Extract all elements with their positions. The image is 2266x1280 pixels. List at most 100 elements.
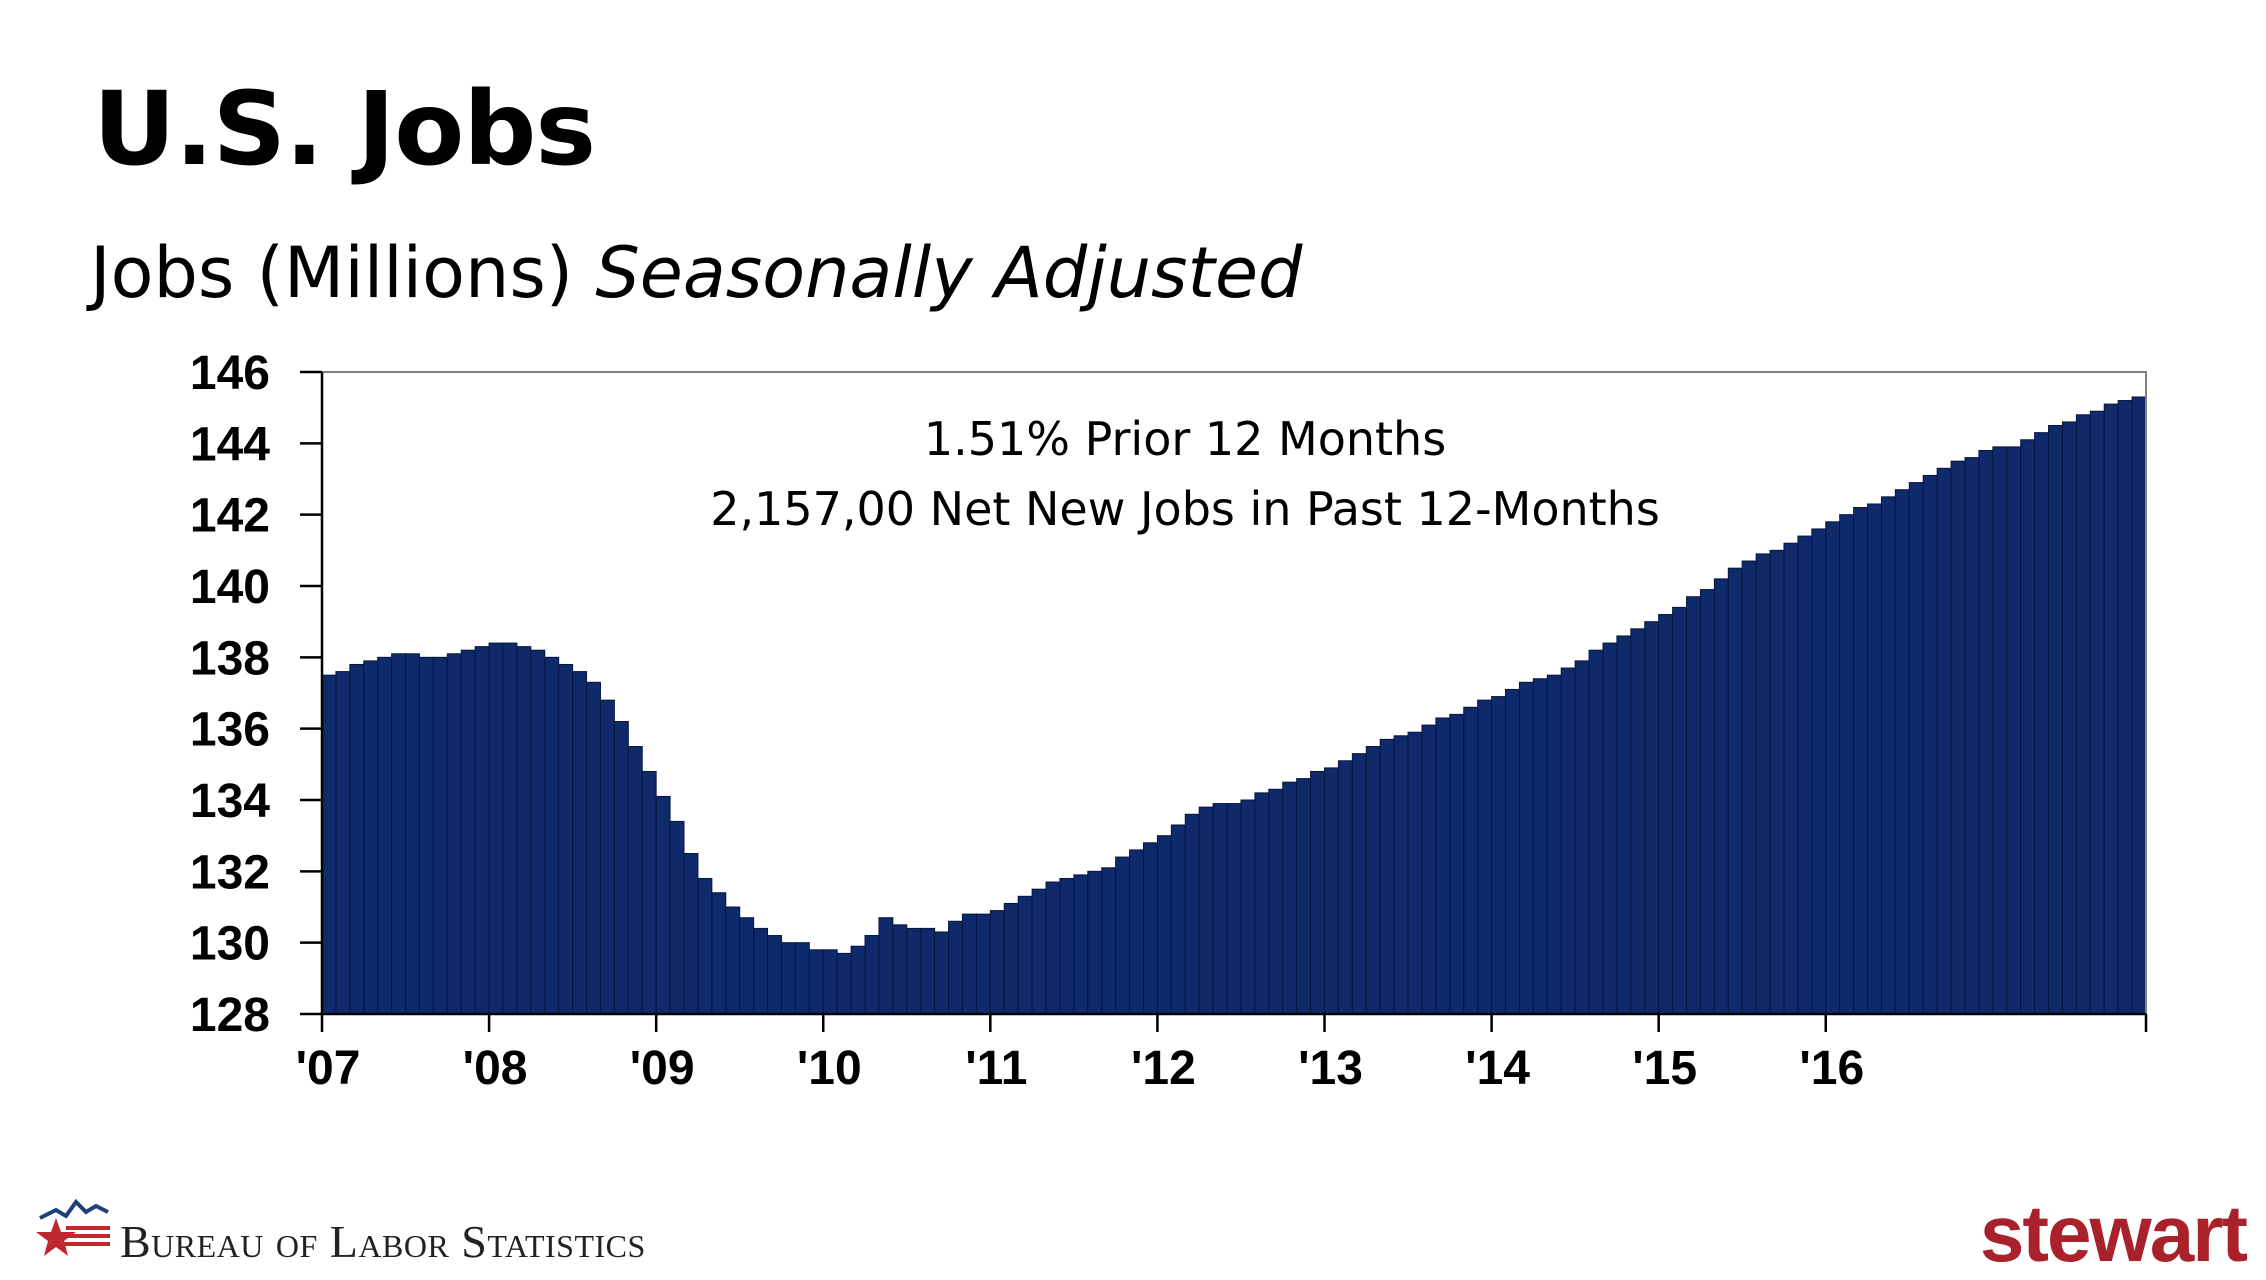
bar [1602,642,1618,1015]
bar [405,653,420,1015]
bar [1379,738,1395,1015]
bar [377,656,393,1015]
bar [1825,521,1841,1015]
bar [892,924,908,1015]
bar [1198,806,1214,1015]
bar [697,877,713,1015]
bar [1045,881,1061,1015]
bar [1978,449,1994,1015]
bar [1324,767,1339,1015]
bar [822,949,838,1015]
bar [349,663,365,1015]
bar [1101,867,1117,1015]
bar [1630,628,1646,1015]
bar [1115,856,1131,1015]
bar [1880,496,1896,1015]
bar [1588,649,1604,1015]
bar [1727,567,1743,1015]
y-tick-label: 130 [190,918,270,971]
bar [1310,770,1325,1015]
bar [1003,902,1019,1015]
chart-axes [300,370,2148,1032]
bar [878,917,894,1015]
bar [1477,699,1493,1015]
bar [836,952,852,1015]
bar [558,663,574,1015]
bar [446,653,462,1015]
bar [1226,803,1242,1015]
bar [2075,414,2091,1015]
bar [460,649,476,1015]
bar [2117,400,2133,1015]
bar [599,699,615,1015]
bar [502,642,518,1015]
bar [1853,507,1869,1015]
bar [1435,717,1451,1015]
y-tick-label: 132 [190,846,270,899]
bar [1616,635,1632,1015]
bar [1867,503,1882,1015]
bar [934,931,950,1015]
subtitle-units: Jobs (Millions) [90,232,574,314]
subtitle-adjustment: Seasonally Adjusted [595,232,1303,314]
bar [1658,614,1674,1015]
bar [920,927,936,1015]
bar [2048,425,2063,1015]
bar [2034,432,2050,1015]
x-tick-label: '10 [797,1042,862,1095]
bar [1560,667,1576,1015]
bar [725,906,741,1015]
bar [1769,549,1785,1015]
bar [1699,589,1715,1015]
bar [1964,457,1980,1015]
bar [1811,528,1827,1015]
bar [530,649,546,1015]
bar [516,646,532,1015]
growth-annotation: 1.51% Prior 12 Months [923,412,1447,466]
bar [391,653,407,1015]
bar [1254,792,1270,1015]
bar [1672,606,1688,1015]
bar [1546,674,1562,1015]
bar [544,656,560,1015]
bar [1421,724,1437,1015]
bar [864,935,880,1015]
stewart-logo: stewart [1979,1189,2248,1278]
bar [1087,870,1103,1015]
bar [2006,446,2022,1015]
bar [2061,421,2077,1015]
bar [1713,578,1729,1015]
bar [586,681,601,1015]
bar [1282,781,1298,1015]
bar [739,917,755,1015]
bar [2131,396,2147,1015]
y-tick-label: 134 [190,775,270,828]
bar [1532,678,1548,1015]
bar [627,746,643,1015]
bar [2020,439,2036,1015]
bar [1922,474,1938,1015]
x-tick-label: '16 [1799,1042,1864,1095]
bar [1797,535,1813,1015]
bar [1143,842,1158,1015]
bar [1017,895,1033,1015]
bar [1073,874,1089,1015]
bls-logo-text: Bureau of Labor Statistics [120,1216,646,1267]
bar [1365,746,1381,1015]
bar [1783,542,1799,1015]
x-axis-tick-labels: '07 '08 '09 '10 '11 '12 '13 '14 '15 '16 [296,1042,1865,1095]
bar [2089,410,2105,1015]
bar [1686,596,1701,1015]
x-tick-label: '12 [1131,1042,1196,1095]
y-tick-label: 136 [190,704,270,757]
bar [1755,553,1771,1015]
bar [1296,778,1312,1015]
bar [1212,803,1228,1015]
chart-subtitle: Jobs (Millions) Seasonally Adjusted [90,232,1302,314]
bar [794,942,810,1015]
y-tick-label: 144 [190,418,270,471]
bar [1741,560,1757,1015]
y-tick-label: 138 [190,632,270,685]
bar [1059,877,1075,1015]
